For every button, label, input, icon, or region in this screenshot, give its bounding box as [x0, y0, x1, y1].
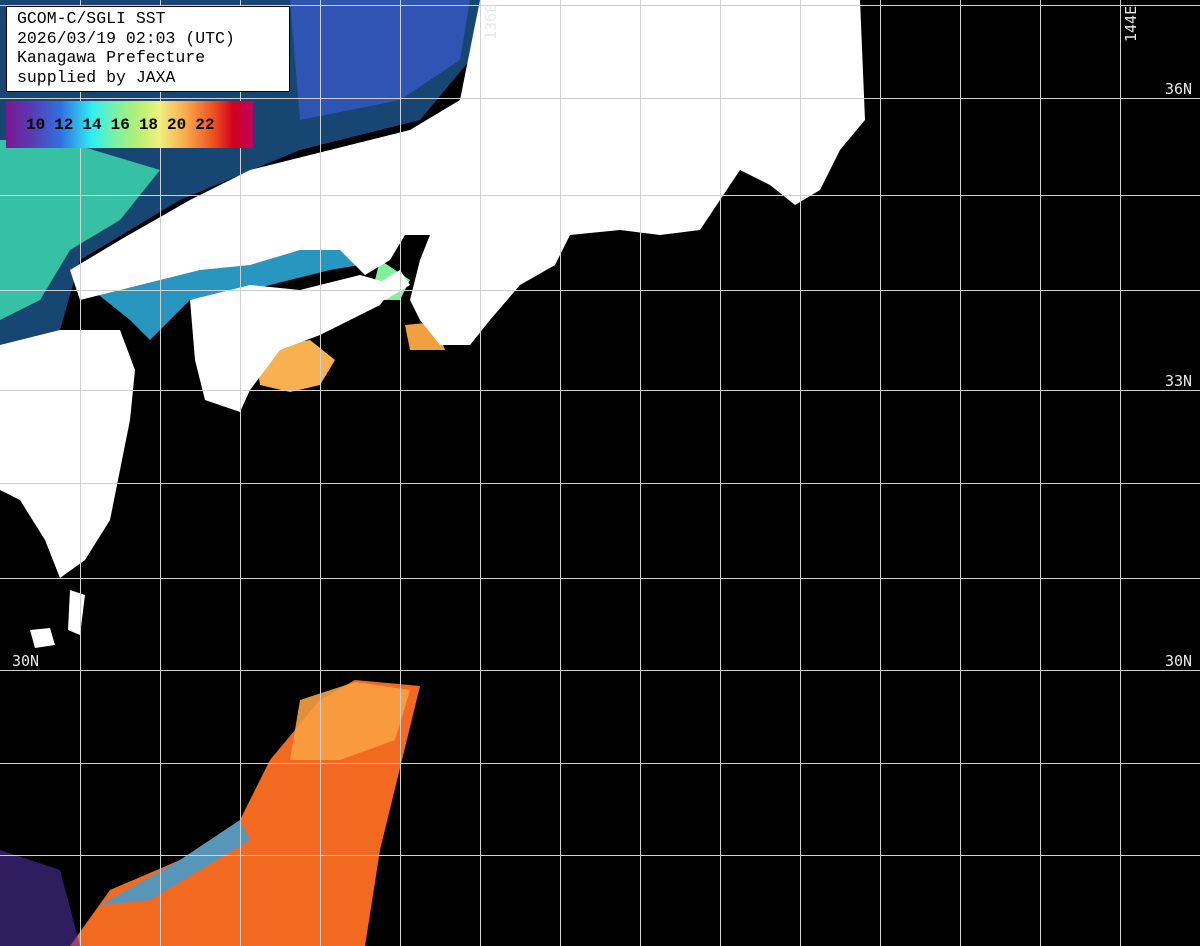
legend-tick: 14 — [82, 115, 102, 134]
legend-tick: 16 — [110, 115, 130, 134]
legend-tick: 12 — [54, 115, 74, 134]
kyushu — [0, 330, 135, 578]
title-line-credit: supplied by JAXA — [17, 67, 176, 87]
title-box: GCOM-C/SGLI SST 2026/03/19 02:03 (UTC) K… — [6, 6, 290, 92]
lat-label-30n-left: 30N — [12, 652, 40, 670]
legend-tick: 22 — [195, 115, 215, 134]
lat-label-36n: 36N — [1165, 80, 1193, 98]
title-line-product: GCOM-C/SGLI SST — [17, 9, 166, 28]
color-legend: 10 12 14 16 18 20 22 — [6, 101, 253, 148]
honshu — [70, 0, 865, 345]
lon-label-144e: 144E — [1122, 5, 1140, 42]
lat-label-30n-right: 30N — [1165, 652, 1193, 670]
shikoku — [190, 275, 395, 412]
legend-tick: 20 — [167, 115, 187, 134]
lon-label-136e: 136E — [482, 3, 500, 40]
small-island — [30, 628, 55, 648]
legend-tick: 10 — [26, 115, 46, 134]
sst-data-bottom-left — [0, 680, 420, 946]
legend-tick: 18 — [138, 115, 159, 134]
awaji-kii-island — [375, 270, 410, 300]
land-mask — [0, 0, 865, 648]
small-island — [68, 590, 85, 635]
title-line-region: Kanagawa Prefecture — [17, 48, 206, 67]
lat-label-33n: 33N — [1165, 372, 1193, 390]
title-line-datetime: 2026/03/19 02:03 (UTC) — [17, 28, 235, 48]
